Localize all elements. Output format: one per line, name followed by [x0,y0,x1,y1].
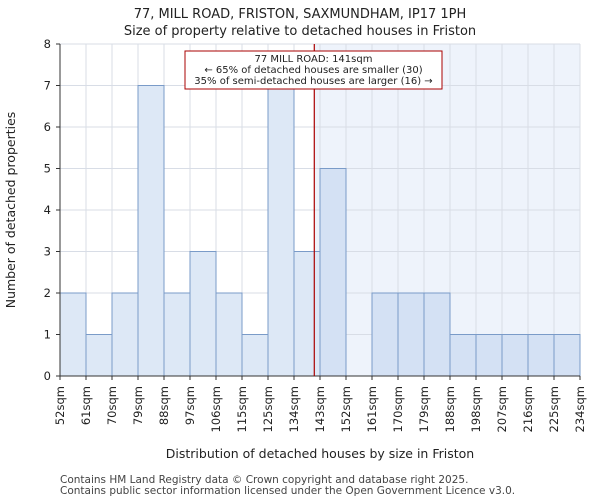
y-tick-label: 7 [44,79,51,93]
annotation-line: 35% of semi-detached houses are larger (… [194,76,432,87]
x-tick-label: 152sqm [339,386,353,432]
y-tick-label: 2 [44,286,51,300]
bar [371,292,399,377]
bar [241,334,269,377]
bar [423,292,451,377]
y-tick-label: 4 [44,203,51,217]
y-tick-label: 3 [44,245,51,259]
y-axis-label: Number of detached properties [3,112,18,309]
x-axis-label: Distribution of detached houses by size … [166,446,474,461]
x-tick-label: 143sqm [313,386,327,432]
bar [553,334,581,377]
annotation-line: ← 65% of detached houses are smaller (30… [204,65,422,76]
y-tick-label: 6 [44,120,51,134]
y-tick-label: 8 [44,37,51,51]
x-tick-label: 225sqm [547,386,561,432]
x-tick-label: 207sqm [495,386,509,432]
x-tick-label: 170sqm [391,386,405,432]
annotation-line: 77 MILL ROAD: 141sqm [255,54,373,65]
y-tick-label: 0 [44,369,51,383]
bar [397,292,425,377]
bar [111,292,139,377]
plot-area: 0 1 2 3 4 5 6 7 8 52sqm 61sqm 70sqm 79sqm 88sqm 97sqm 1… [44,37,587,432]
x-tick-label: 70sqm [105,386,119,425]
x-tick-label: 125sqm [261,386,275,432]
footer-line-2: Contains public sector information licen… [60,485,515,497]
bar [163,292,191,377]
x-tick-label: 216sqm [521,386,535,432]
x-tick-label: 179sqm [417,386,431,432]
x-tick-label: 106sqm [209,386,223,432]
x-tick-label: 234sqm [573,386,587,432]
annotation-box [184,50,443,90]
chart-subtitle: Size of property relative to detached ho… [124,24,476,39]
bar [319,168,347,377]
x-tick-label: 161sqm [365,386,379,432]
chart-title: 77, MILL ROAD, FRISTON, SAXMUNDHAM, IP17… [134,7,467,22]
y-tick-label: 5 [44,162,51,176]
x-tick-label: 61sqm [79,386,93,425]
x-tick-label: 88sqm [157,386,171,425]
x-tick-label: 188sqm [443,386,457,432]
x-tick-label: 198sqm [469,386,483,432]
x-tick-label: 115sqm [235,386,249,432]
bar [475,334,503,377]
bar [215,292,243,377]
x-tick-label: 134sqm [287,386,301,432]
x-tick-label: 79sqm [131,386,145,425]
bar [293,251,321,377]
x-tick-label: 52sqm [53,386,67,425]
bar [501,334,529,377]
bar [137,85,165,377]
bar [59,292,87,377]
x-tick-label: 97sqm [183,386,197,425]
bar [527,334,555,377]
bar [267,85,295,377]
bar [449,334,477,377]
bar [85,334,113,377]
bar [189,251,217,377]
footer-line-1: Contains HM Land Registry data © Crown c… [60,474,468,486]
y-tick-label: 1 [44,328,51,342]
